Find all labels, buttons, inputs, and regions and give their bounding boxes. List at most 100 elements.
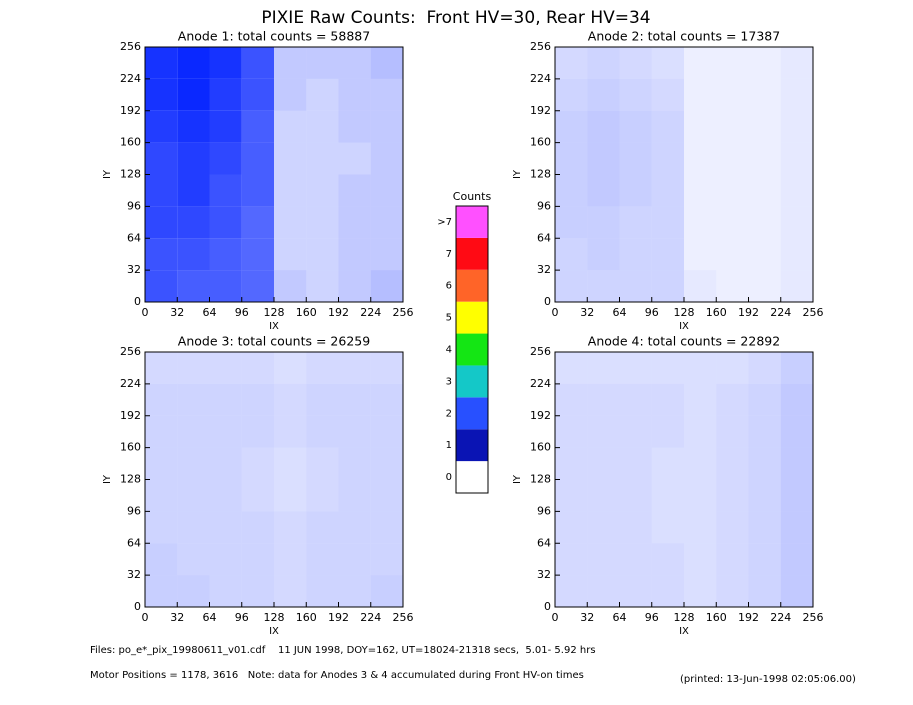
x-tick-label: 224 [770,611,791,624]
heatmap-cell [651,142,684,175]
y-axis-label: IY [512,474,523,484]
heatmap-cell [748,174,781,207]
heatmap-cell [555,511,588,544]
y-tick-label: 224 [120,72,141,85]
heatmap-cell [370,47,403,79]
heatmap-cell [684,383,717,416]
heatmap-cell [684,174,717,207]
y-tick-label: 192 [530,104,551,117]
x-tick-label: 192 [738,611,759,624]
heatmap-cell [780,415,813,448]
y-tick-label: 224 [530,377,551,390]
heatmap-cell [748,206,781,239]
heatmap-cell [716,142,749,175]
colorbar-label: 6 [446,281,452,292]
y-tick-label: 224 [530,72,551,85]
y-tick-label: 192 [120,104,141,117]
y-tick-label: 160 [120,136,141,149]
heatmap-cell [241,352,274,384]
heatmap-cell [619,238,652,271]
heatmap-cell [555,447,588,480]
heatmap-cell [619,206,652,239]
y-tick-label: 64 [537,536,551,549]
heatmap-cell [241,270,274,302]
heatmap-cell [338,206,371,239]
colorbar-swatch [456,237,488,270]
heatmap-cell [619,47,652,79]
x-tick-label: 0 [142,611,149,624]
y-tick-label: 96 [537,199,551,212]
heatmap-cell [209,415,242,448]
heatmap-cell [748,47,781,79]
heatmap-cell [780,142,813,175]
heatmap-cell [748,78,781,111]
x-tick-label: 64 [613,306,627,319]
heatmap-cell [555,110,588,143]
heatmap-cell [370,352,403,384]
heatmap-cell [241,238,274,271]
heatmap-cell [274,511,307,544]
y-tick-label: 96 [127,199,141,212]
y-tick-label: 192 [120,409,141,422]
heatmap-cell [587,206,620,239]
heatmap-cell [748,479,781,512]
heatmap-cell [338,110,371,143]
heatmap-cell [306,142,339,175]
footer-motor: Motor Positions = 1178, 3616 Note: data … [90,670,584,681]
heatmap-cell [651,238,684,271]
heatmap-cell [338,479,371,512]
heatmap-cell [274,479,307,512]
colorbar-label: 3 [446,376,452,387]
heatmap-cell [209,47,242,79]
x-tick-label: 128 [264,306,285,319]
y-axis-label: IY [102,169,113,179]
heatmap-cell [274,352,307,384]
heatmap-cell [306,352,339,384]
heatmap-cell [274,78,307,111]
heatmap-cell [780,383,813,416]
colorbar-label: >7 [437,217,452,228]
heatmap-cell [716,479,749,512]
colorbar-swatch [456,365,488,398]
heatmap-cell [370,78,403,111]
heatmap-cell [587,383,620,416]
heatmap-cell [145,543,178,576]
heatmap-cell [716,575,749,607]
y-tick-label: 0 [544,600,551,613]
heatmap-cell [370,270,403,302]
heatmap-cell [306,110,339,143]
heatmap-cell [748,110,781,143]
heatmap-cell [145,270,178,302]
heatmap-cell [587,543,620,576]
heatmap-cell [241,383,274,416]
x-tick-label: 64 [613,611,627,624]
heatmap-cell [274,447,307,480]
heatmap-cell [177,78,210,111]
heatmap-cell [306,479,339,512]
colorbar-label: 4 [446,345,452,356]
y-tick-label: 0 [134,295,141,308]
heatmap-cell [338,447,371,480]
x-tick-label: 192 [328,611,349,624]
heatmap-cell [651,575,684,607]
heatmap-cell [587,479,620,512]
heatmap-cell [780,47,813,79]
heatmap-cell [651,383,684,416]
heatmap-cell [651,270,684,302]
heatmap-cell [241,575,274,607]
heatmap-cell [555,174,588,207]
heatmap-cell [209,238,242,271]
heatmap-cell [241,174,274,207]
x-tick-label: 192 [328,306,349,319]
y-tick-label: 128 [530,168,551,181]
heatmap-cell [555,575,588,607]
heatmap-cell [177,47,210,79]
x-tick-label: 0 [552,306,559,319]
heatmap-cell [370,383,403,416]
heatmap-cell [306,447,339,480]
heatmap-cell [209,110,242,143]
x-tick-label: 32 [170,306,184,319]
heatmap-cell [780,238,813,271]
heatmap-cell [177,238,210,271]
